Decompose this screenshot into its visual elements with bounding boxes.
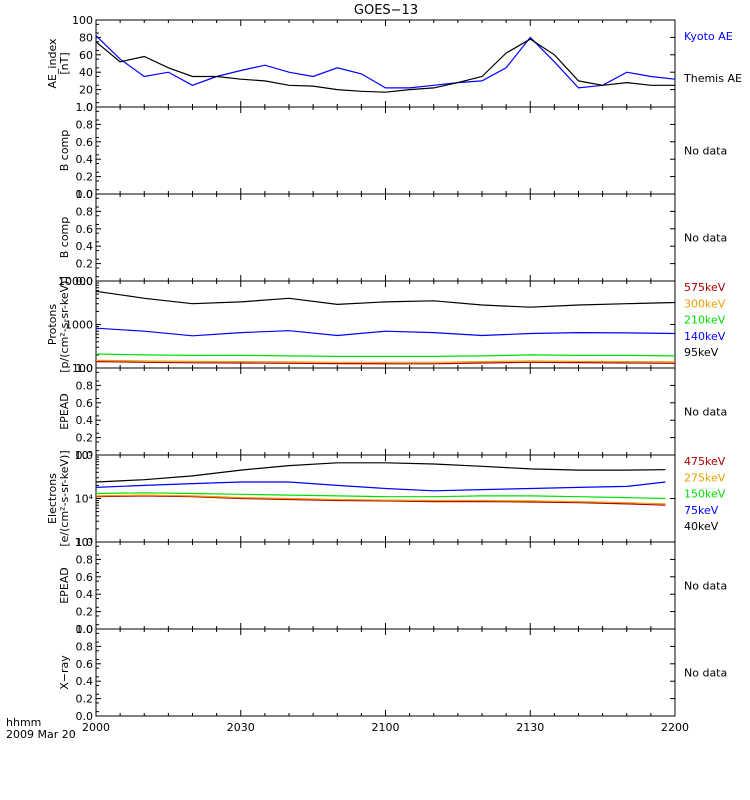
panel-3-frame	[95, 193, 676, 282]
panel-7-ytick-label: 0.6	[76, 571, 94, 584]
series-40kev-line	[95, 462, 666, 483]
panel-2-ytick-label: 0.2	[76, 171, 94, 184]
series-210kev-line	[95, 353, 676, 357]
panel-8-ytick-label: 0.8	[76, 640, 94, 653]
panel-3-ylabel: B comp	[58, 217, 71, 259]
panel-1-ylabel: AE_index[nT]	[46, 38, 71, 89]
legend-575kev: 575keV	[684, 281, 726, 294]
panel-8-ytick-label: 0.6	[76, 658, 94, 671]
panel-3-ytick-label: 0.0	[76, 275, 94, 288]
panel-2-frame	[95, 106, 676, 195]
panel-5-ytick-label: 0.8	[76, 379, 94, 392]
legend-kyoto-ae: Kyoto AE	[684, 30, 733, 43]
panel-4-ylabel: Protons[p/(cm²-s-sr-keV)]	[46, 276, 71, 373]
xtick-label: 2000	[82, 721, 110, 734]
panel-5-frame	[95, 367, 676, 456]
legend-300kev: 300keV	[684, 297, 726, 310]
panel-8-ytick-label: 0.4	[76, 675, 94, 688]
xtick-label: 2100	[372, 721, 400, 734]
panel-7-ytick-label: 0.2	[76, 606, 94, 619]
series-75kev-line	[95, 481, 666, 492]
xtick-label: 2030	[227, 721, 255, 734]
panel-6-ylabel: Electrons[e/(cm²-s-sr-keV)]	[46, 450, 71, 546]
legend-475kev: 475keV	[684, 455, 726, 468]
panel-7-ytick-label: 0.0	[76, 623, 94, 636]
panel-3-no-data: No data	[684, 232, 727, 245]
panel-3-ytick-label: 0.6	[76, 223, 94, 236]
series-475kev-line	[95, 495, 666, 506]
legend-40kev: 40keV	[684, 520, 719, 533]
series-150kev-line	[95, 492, 666, 500]
panel-5-ylabel: EPEAD	[58, 393, 71, 430]
series-95kev-line	[95, 290, 676, 308]
series-kyoto-ae-line	[95, 35, 676, 89]
panel-2-ytick-label: 1.0	[76, 101, 94, 114]
series-140kev-line	[95, 327, 676, 337]
panel-8-ytick-label: 1.0	[76, 623, 94, 636]
panel-2-ylabel: B comp	[58, 130, 71, 172]
panel-2-ytick-label: 0.6	[76, 136, 94, 149]
panel-4-ytick-label: 10000	[58, 275, 93, 288]
panel-5-ytick-label: 0.6	[76, 397, 94, 410]
panel-3-ytick-label: 1.0	[76, 188, 94, 201]
legend-140kev: 140keV	[684, 330, 726, 343]
panel-1-frame	[95, 19, 676, 108]
series-575kev-line	[95, 361, 676, 365]
panel-8-ylabel: X−ray	[58, 655, 71, 690]
legend-210kev: 210keV	[684, 314, 726, 327]
panel-6-frame	[95, 454, 676, 543]
panel-1-ytick-label: 0	[86, 101, 93, 114]
panel-1-ytick-label: 100	[72, 14, 93, 27]
legend-75kev: 75keV	[684, 504, 719, 517]
time-unit-label: hhmm	[6, 716, 41, 729]
panel-7-no-data: No data	[684, 580, 727, 593]
panel-7-ylabel: EPEAD	[58, 567, 71, 604]
panel-2-no-data: No data	[684, 145, 727, 158]
panel-7-ytick-label: 1.0	[76, 536, 94, 549]
panel-3-ytick-label: 0.2	[76, 258, 94, 271]
panel-1-ytick-label: 40	[79, 66, 93, 79]
series-275kev-line	[95, 494, 666, 505]
panel-1-ytick-label: 60	[79, 49, 93, 62]
panel-4-ytick-label: 1000	[65, 319, 93, 332]
panel-6-ytick-label: 10⁴	[75, 493, 94, 506]
series-300kev-line	[95, 359, 676, 363]
legend-150kev: 150keV	[684, 488, 726, 501]
panel-6-ytick-label: 10⁵	[75, 449, 93, 462]
panel-2-ytick-label: 0.0	[76, 188, 94, 201]
legend-themis-ae: Themis AE	[683, 72, 742, 85]
legend-275kev: 275keV	[684, 471, 726, 484]
date-label: 2009 Mar 20	[6, 728, 76, 741]
series-themis-ae-line	[95, 38, 675, 93]
panel-8-frame	[95, 628, 676, 717]
xtick-label: 2200	[661, 721, 689, 734]
panel-6-ytick-label: 10³	[75, 536, 93, 549]
panel-5-ytick-label: 0.2	[76, 432, 94, 445]
panel-5-ytick-label: 0.4	[76, 414, 94, 427]
panel-4-ytick-label: 100	[72, 362, 93, 375]
legend-95kev: 95keV	[684, 346, 719, 359]
panel-7-frame	[95, 541, 676, 630]
panel-2-ytick-label: 0.8	[76, 118, 94, 131]
panel-2-ytick-label: 0.4	[76, 153, 94, 166]
xtick-label: 2130	[516, 721, 544, 734]
panel-5-ytick-label: 1.0	[76, 362, 94, 375]
panel-3-ytick-label: 0.8	[76, 205, 94, 218]
panel-1-ytick-label: 80	[79, 31, 93, 44]
figure-title: GOES−13	[354, 3, 418, 18]
panel-5-ytick-label: 0.0	[76, 449, 94, 462]
panel-5-no-data: No data	[684, 406, 727, 419]
panel-8-ytick-label: 0.0	[76, 710, 94, 723]
time-axis: hhmm 2009 Mar 20 2000 2030 2100 2130 2200	[6, 716, 689, 741]
panel-3-ytick-label: 0.4	[76, 240, 94, 253]
panel-7-ytick-label: 0.4	[76, 588, 94, 601]
panel-8-ytick-label: 0.2	[76, 693, 94, 706]
panel-8-no-data: No data	[684, 667, 727, 680]
panel-1-ytick-label: 20	[79, 84, 93, 97]
panel-7-ytick-label: 0.8	[76, 553, 94, 566]
